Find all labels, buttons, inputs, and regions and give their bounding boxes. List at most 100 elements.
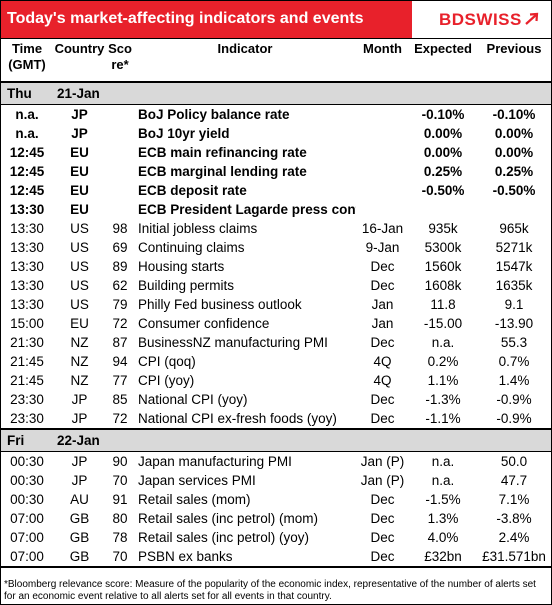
cell-previous: 1635k bbox=[495, 278, 533, 293]
cell-country: US bbox=[70, 278, 89, 293]
cell-country: US bbox=[70, 297, 89, 312]
cell-score bbox=[106, 181, 134, 200]
cell-time: 07:00 bbox=[10, 530, 44, 545]
indicator-row: 12:45 EU ECB deposit rate -0.50% -0.50% bbox=[1, 181, 551, 200]
cell-time: 21:45 bbox=[10, 354, 44, 369]
cell-expected: -15.00 bbox=[423, 316, 463, 331]
cell-time: 07:00 bbox=[10, 511, 44, 526]
cell-previous bbox=[477, 200, 551, 219]
cell-score: 91 bbox=[112, 492, 128, 507]
cell-score: 85 bbox=[112, 392, 128, 407]
cell-indicator: Consumer confidence bbox=[138, 316, 270, 331]
indicator-row: 21:45 NZ 94 CPI (qoq) 4Q 0.2% 0.7% bbox=[1, 352, 551, 371]
cell-country: AU bbox=[70, 492, 89, 507]
col-header-expected: Expected bbox=[409, 39, 477, 83]
cell-score: 98 bbox=[112, 221, 128, 236]
cell-month bbox=[356, 105, 409, 125]
cell-indicator: National CPI ex-fresh foods (yoy) bbox=[134, 409, 356, 430]
cell-country: GB bbox=[53, 547, 106, 568]
cell-month bbox=[356, 200, 409, 219]
cell-month: 4Q bbox=[373, 373, 392, 388]
cell-time: 12:45 bbox=[9, 183, 45, 198]
cell-month: 16-Jan bbox=[361, 221, 404, 236]
cell-month: Dec bbox=[370, 530, 395, 545]
cell-country: JP bbox=[53, 409, 106, 430]
cell-indicator: Retail sales (inc petrol) (mom) bbox=[138, 511, 319, 526]
cell-country: JP bbox=[71, 392, 88, 407]
cell-expected: 935k bbox=[428, 221, 458, 236]
cell-month: 9-Jan bbox=[365, 240, 400, 255]
cell-country: JP bbox=[71, 473, 88, 488]
cell-indicator: ECB marginal lending rate bbox=[138, 164, 307, 179]
cell-expected: n.a. bbox=[431, 335, 455, 350]
indicator-row: 13:30 US 62 Building permits Dec 1608k 1635k bbox=[1, 276, 551, 295]
indicator-row: n.a. JP BoJ 10yr yield 0.00% 0.00% bbox=[1, 124, 551, 143]
swoosh-arrow-icon bbox=[525, 12, 539, 25]
indicator-row: 23:30 JP 85 National CPI (yoy) Dec -1.3% -0.9% bbox=[1, 390, 551, 409]
page-title: Today's market-affecting indicators and … bbox=[7, 10, 364, 27]
cell-previous: 0.25% bbox=[494, 164, 534, 179]
cell-indicator: Japan manufacturing PMI bbox=[138, 454, 292, 469]
cell-expected: n.a. bbox=[431, 454, 455, 469]
indicator-row: 07:00 GB 70 PSBN ex banks Dec £32bn £31.571bn bbox=[1, 547, 551, 568]
cell-previous: 0.00% bbox=[494, 145, 534, 160]
cell-time: 21:45 bbox=[10, 373, 44, 388]
cell-score bbox=[106, 143, 134, 162]
cell-score: 87 bbox=[112, 335, 128, 350]
cell-time: 23:30 bbox=[10, 392, 44, 407]
cell-month: Dec bbox=[370, 492, 395, 507]
cell-time: 23:30 bbox=[1, 409, 53, 430]
cell-indicator: Philly Fed business outlook bbox=[138, 297, 302, 312]
cell-time: 21:30 bbox=[10, 335, 44, 350]
cell-score: 70 bbox=[112, 473, 128, 488]
cell-score: 90 bbox=[112, 454, 128, 469]
cell-time: n.a. bbox=[15, 126, 39, 141]
table-body: Thu 21-Jan n.a. JP BoJ Policy balance rate -0… bbox=[1, 81, 551, 568]
logo-text: BDSWISS bbox=[439, 10, 522, 29]
cell-previous: 2.4% bbox=[498, 530, 530, 545]
cell-indicator: Building permits bbox=[138, 278, 235, 293]
cell-country: EU bbox=[70, 145, 89, 160]
cell-month bbox=[356, 143, 409, 162]
cell-month: 4Q bbox=[373, 354, 392, 369]
cell-month: Jan bbox=[371, 297, 394, 312]
cell-expected: 11.8 bbox=[430, 297, 456, 312]
col-header-indicator: Indicator bbox=[134, 39, 356, 83]
cell-country: US bbox=[70, 240, 89, 255]
indicator-row: 21:45 NZ 77 CPI (yoy) 4Q 1.1% 1.4% bbox=[1, 371, 551, 390]
cell-month bbox=[356, 181, 409, 200]
table-header-row: Time (GMT) Country Sco re* Indicator Mon… bbox=[1, 39, 551, 83]
cell-expected: 0.2% bbox=[427, 354, 459, 369]
brand-logo: BDSWISS bbox=[412, 1, 551, 38]
cell-country: US bbox=[70, 221, 89, 236]
day-header-row: Thu 21-Jan bbox=[1, 81, 551, 105]
indicator-row: n.a. JP BoJ Policy balance rate -0.10% -0.10… bbox=[1, 105, 551, 125]
cell-time: 13:30 bbox=[9, 202, 45, 217]
cell-previous: 55.3 bbox=[500, 335, 528, 350]
cell-indicator: Continuing claims bbox=[138, 240, 245, 255]
cell-score: 69 bbox=[112, 240, 128, 255]
cell-indicator: BoJ Policy balance rate bbox=[138, 107, 290, 122]
cell-month: Dec bbox=[370, 259, 395, 274]
cell-indicator: ECB deposit rate bbox=[138, 183, 247, 198]
cell-time: 13:30 bbox=[10, 278, 44, 293]
col-header-previous: Previous bbox=[477, 39, 551, 83]
indicator-row: 00:30 JP 90 Japan manufacturing PMI Jan (P) n… bbox=[1, 452, 551, 472]
cell-month bbox=[356, 162, 409, 181]
indicator-row: 23:30 JP 72 National CPI ex-fresh foods (yo… bbox=[1, 409, 551, 430]
cell-month: Jan (P) bbox=[360, 473, 405, 488]
cell-country: GB bbox=[69, 530, 90, 545]
cell-previous: 7.1% bbox=[498, 492, 530, 507]
cell-country: NZ bbox=[70, 354, 89, 369]
cell-indicator: BoJ 10yr yield bbox=[138, 126, 230, 141]
cell-expected: 0.00% bbox=[423, 145, 463, 160]
day-name: Fri bbox=[1, 428, 53, 452]
cell-expected: 4.0% bbox=[427, 530, 459, 545]
cell-indicator: BusinessNZ manufacturing PMI bbox=[138, 335, 328, 350]
cell-score bbox=[106, 105, 134, 125]
cell-indicator: Japan services PMI bbox=[138, 473, 256, 488]
cell-indicator: Initial jobless claims bbox=[138, 221, 258, 236]
cell-expected: 5300k bbox=[424, 240, 462, 255]
indicator-row: 12:45 EU ECB marginal lending rate 0.25% 0.2… bbox=[1, 162, 551, 181]
indicator-row: 21:30 NZ 87 BusinessNZ manufacturing PMI Dec… bbox=[1, 333, 551, 352]
